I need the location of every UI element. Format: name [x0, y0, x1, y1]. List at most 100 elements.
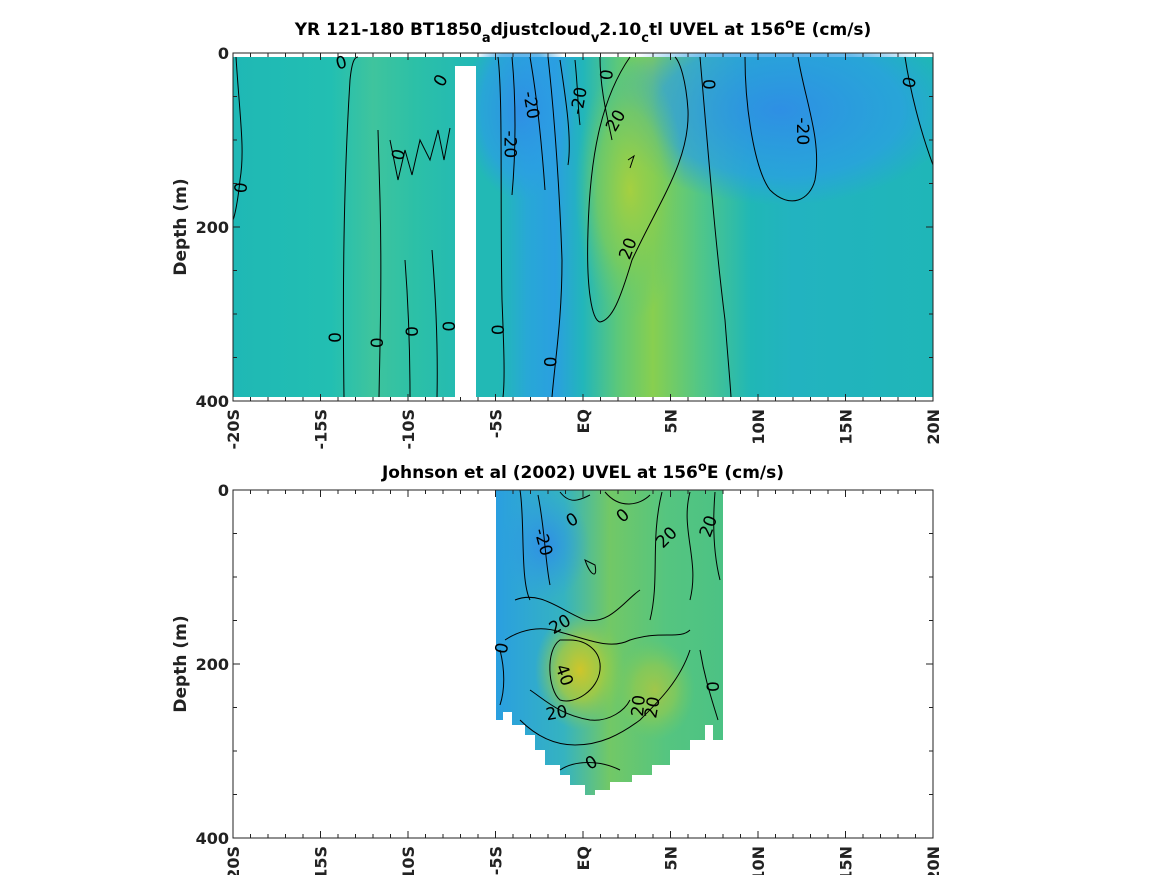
- x-tick-label: -15S: [312, 846, 331, 875]
- contour-label: -20: [567, 85, 592, 116]
- y-tick-label: 400: [196, 829, 229, 848]
- title-part: YR 121-180 BT1850: [294, 20, 482, 40]
- contour-label: 0: [231, 182, 252, 195]
- contour-line: [649, 491, 663, 621]
- x-tick-label: 15N: [837, 409, 856, 445]
- contour-line: [342, 56, 359, 398]
- contour-line: [547, 56, 563, 398]
- contour-line: [529, 56, 546, 191]
- westward-flow-region: [605, 53, 933, 205]
- contour-label: -20: [518, 90, 543, 121]
- contour-line: [686, 491, 694, 601]
- contour-line: [604, 491, 651, 505]
- contour-label: 20: [641, 695, 664, 720]
- y-tick-label: 400: [196, 392, 229, 411]
- eastward-flow-region: [615, 640, 695, 740]
- observed-y-axis-label: Depth (m): [171, 615, 191, 712]
- contour-line: [713, 491, 721, 581]
- contour-label: 0: [704, 681, 724, 692]
- contour-line: [699, 649, 719, 721]
- contour-label: 20: [628, 694, 650, 717]
- contour-label: 0: [368, 337, 388, 348]
- contour-line: [574, 59, 581, 126]
- x-tick-label: 20N: [924, 846, 943, 875]
- contour-label: 0: [440, 321, 460, 332]
- contour-line: [627, 154, 635, 169]
- x-tick-label: -20S: [224, 846, 243, 875]
- observed-contours: [499, 490, 721, 771]
- contour-label: 0: [899, 75, 921, 91]
- x-tick-label: -5S: [487, 846, 506, 875]
- y-tick-label: 0: [218, 481, 229, 500]
- contour-line: [599, 56, 613, 141]
- x-tick-label: 10N: [749, 409, 768, 445]
- title-part: o: [785, 17, 794, 32]
- title-part: E (cm/s): [794, 20, 871, 40]
- title-part: E (cm/s): [707, 463, 784, 483]
- contour-line: [699, 56, 732, 398]
- title-part: v: [591, 31, 600, 46]
- contour-line: [744, 56, 818, 202]
- x-tick-label: -15S: [312, 409, 331, 449]
- contour-label: 0: [403, 326, 423, 337]
- contour-line: [559, 762, 621, 771]
- title-part: djustcloud: [491, 20, 591, 40]
- contour-line: [519, 490, 531, 601]
- contour-label: 0: [701, 79, 721, 90]
- y-tick-label: 200: [196, 655, 229, 674]
- contour-label: -20: [792, 117, 812, 145]
- westward-flow-region: [465, 53, 575, 200]
- model-y-axis-label: Depth (m): [171, 178, 191, 275]
- x-tick-label: EQ: [574, 409, 593, 434]
- model-y-ticks: 0 200 400: [196, 44, 933, 411]
- contour-line: [389, 127, 451, 181]
- x-tick-label: -10S: [399, 409, 418, 449]
- x-tick-label: 10N: [749, 846, 768, 875]
- x-tick-label: 15N: [837, 846, 856, 875]
- eastward-core-region: [535, 610, 625, 730]
- contour-label: 0: [388, 147, 410, 163]
- model-x-ticks: -20S -15S -10S -5S EQ 5N 10N 15N 20N: [224, 53, 943, 449]
- x-tick-label: 20N: [924, 409, 943, 445]
- contour-line: [587, 56, 689, 323]
- observed-chart-title: Johnson et al (2002) UVEL at 156oE (cm/s…: [381, 460, 784, 483]
- missing-data-gap: [455, 66, 476, 401]
- contour-line: [904, 56, 933, 166]
- title-part: tl UVEL at 156: [649, 20, 785, 40]
- x-tick-label: 5N: [662, 846, 681, 871]
- model-contours: [233, 56, 933, 398]
- contour-line: [537, 494, 551, 586]
- title-part: Johnson et al (2002) UVEL at 156: [381, 463, 698, 483]
- title-part: 2.10: [599, 20, 641, 40]
- contour-line: [529, 689, 631, 721]
- contour-line: [404, 259, 411, 398]
- contour-line: [504, 628, 691, 645]
- contour-label: 0: [597, 68, 618, 81]
- contour-line: [519, 649, 691, 746]
- contour-line: [497, 56, 505, 398]
- title-part: o: [698, 460, 707, 475]
- eastward-jet-region: [575, 60, 685, 320]
- contour-label: 0: [492, 641, 514, 655]
- contour-line: [514, 589, 641, 622]
- contour-line: [377, 129, 382, 398]
- contour-label: 0: [326, 332, 346, 343]
- contour-line: [499, 649, 505, 706]
- contour-label: 0: [334, 52, 350, 74]
- contour-line: [233, 56, 243, 221]
- title-part: c: [641, 31, 649, 46]
- x-tick-label: -5S: [487, 409, 506, 438]
- contour-line: [584, 559, 597, 575]
- contour-line: [559, 491, 591, 501]
- x-tick-label: 5N: [662, 409, 681, 434]
- y-tick-label: 200: [196, 218, 229, 237]
- model-chart-title: YR 121-180 BT1850adjustcloudv2.10ctl UVE…: [294, 17, 872, 46]
- x-tick-label: -20S: [224, 409, 243, 449]
- contour-line: [511, 56, 516, 196]
